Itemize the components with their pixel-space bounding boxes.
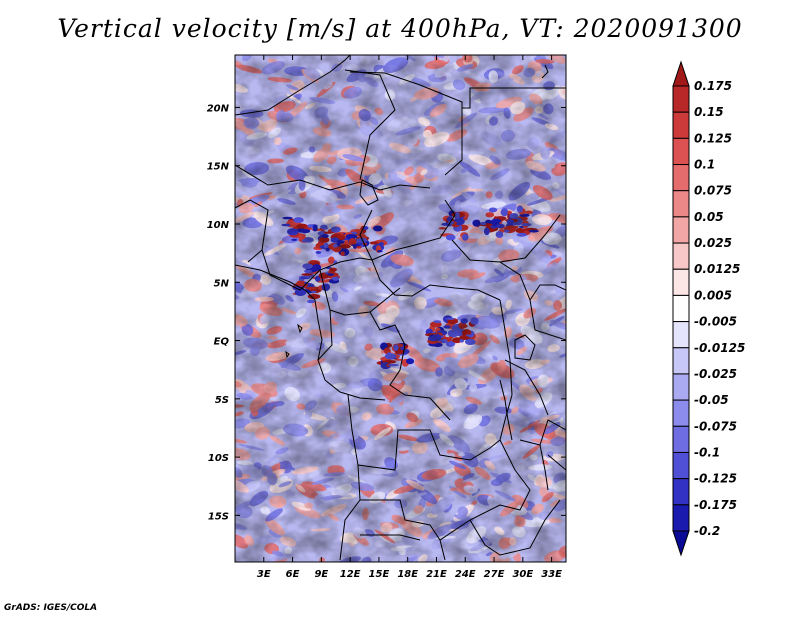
colorbar-label: 0.1 (694, 158, 715, 172)
velocity-field (235, 55, 566, 562)
border-line (529, 284, 566, 301)
border-line (451, 214, 561, 263)
lat-tick-label: 10N (207, 220, 230, 231)
lat-tick-label: 15S (208, 511, 229, 522)
colorbar-box (672, 85, 690, 113)
colorbar-box (672, 399, 690, 427)
border-line (462, 87, 566, 109)
map-title: Vertical velocity [m/s] at 400hPa, VT: 2… (57, 14, 743, 43)
footer-credit: GrADS: IGES/COLA (4, 603, 98, 613)
colorbar-bottom-arrow (672, 530, 690, 557)
colorbar-box (672, 294, 690, 323)
colorbar-box (672, 321, 690, 349)
lon-tick-label: 24E (455, 569, 476, 580)
border-line (371, 259, 501, 301)
colorbar-label: 0.175 (694, 79, 732, 93)
lon-tick-label: 3E (257, 569, 271, 580)
lat-tick-label: EQ (214, 337, 230, 348)
lon-tick-label: 27E (484, 569, 505, 580)
lake-chad (359, 179, 379, 206)
border-line (357, 429, 501, 471)
colorbar-label: -0.075 (694, 419, 737, 433)
colorbar-box (672, 164, 690, 192)
border-line (339, 394, 361, 561)
colorbar-label: -0.1 (694, 445, 720, 459)
colorbar-label: 0.005 (694, 288, 732, 302)
border-line (235, 55, 351, 116)
colorbar-label: 0.025 (694, 236, 732, 250)
plot-frame (234, 54, 567, 563)
lat-axis: 20N 15N 10N 5N EQ 5S 10S 15S (207, 103, 566, 522)
border-line (319, 269, 401, 316)
lake-victoria (514, 334, 536, 361)
border-line (360, 534, 421, 541)
colorbar-box (672, 242, 690, 270)
lon-tick-label: 18E (397, 569, 418, 580)
colorbar-box (672, 347, 690, 375)
border-line (359, 199, 456, 261)
colorbar-box (672, 504, 690, 532)
border-line (504, 359, 549, 416)
lake-malawi (539, 444, 549, 491)
lon-tick-label: 21E (426, 569, 447, 580)
lat-tick-label: 5N (214, 278, 230, 289)
island (297, 323, 303, 334)
island (285, 350, 290, 359)
border-line (235, 199, 269, 263)
colorbar-label: -0.05 (694, 393, 729, 407)
colorbar-box (672, 373, 690, 401)
coastline (541, 64, 549, 79)
colorbar-box (672, 451, 690, 480)
lon-tick-label: 6E (286, 569, 300, 580)
colorbar-box (672, 478, 690, 506)
colorbar-label: 0.125 (694, 131, 732, 145)
border-line (349, 71, 463, 176)
field-noise (235, 55, 566, 562)
colorbar-box (672, 137, 690, 166)
lon-tick-label: 12E (340, 569, 361, 580)
border-line (235, 164, 431, 191)
colorbar-label: -0.175 (694, 498, 737, 512)
lat-tick-label: 10S (208, 453, 229, 464)
border-line (344, 69, 396, 181)
colorbar-label: -0.005 (694, 315, 737, 329)
border-line (439, 499, 561, 561)
border-line (317, 309, 386, 401)
lon-tick-label: 9E (314, 569, 328, 580)
colorbar-top-arrow (672, 60, 690, 87)
border-line (369, 311, 451, 421)
lat-tick-label: 5S (215, 395, 229, 406)
colorbar-label: 0.0125 (694, 262, 740, 276)
coastline (235, 264, 323, 361)
lon-tick-label: 15E (369, 569, 390, 580)
border-line (519, 419, 566, 446)
colorbar-box (672, 425, 690, 453)
colorbar-label: -0.125 (694, 472, 737, 486)
colorbar-box (672, 111, 690, 139)
colorbar-box (672, 216, 690, 244)
lon-tick-label: 30E (512, 569, 533, 580)
colorbar-box (672, 268, 690, 296)
colorbar-label: -0.2 (694, 524, 720, 538)
lake-tanganyika (499, 379, 513, 441)
lon-axis: 3E 6E 9E 12E 15E 18E 21E 24E 27E 30E 33E (257, 55, 562, 580)
colorbar: 0.175 0.15 0.125 0.1 0.075 0.05 0.025 0.0125 0.0… (672, 60, 745, 557)
country-borders (235, 55, 566, 561)
lat-tick-label: 15N (207, 162, 230, 173)
border-line (547, 454, 566, 471)
colorbar-label: 0.15 (694, 105, 724, 119)
lon-tick-label: 33E (541, 569, 562, 580)
colorbar-label: 0.05 (694, 210, 724, 224)
colorbar-label: -0.025 (694, 367, 737, 381)
colorbar-label: 0.075 (694, 184, 732, 198)
colorbar-box (672, 190, 690, 218)
lat-tick-label: 20N (207, 103, 230, 114)
colorbar-label: -0.0125 (694, 341, 745, 355)
border-line (499, 439, 531, 511)
border-line (499, 299, 513, 441)
